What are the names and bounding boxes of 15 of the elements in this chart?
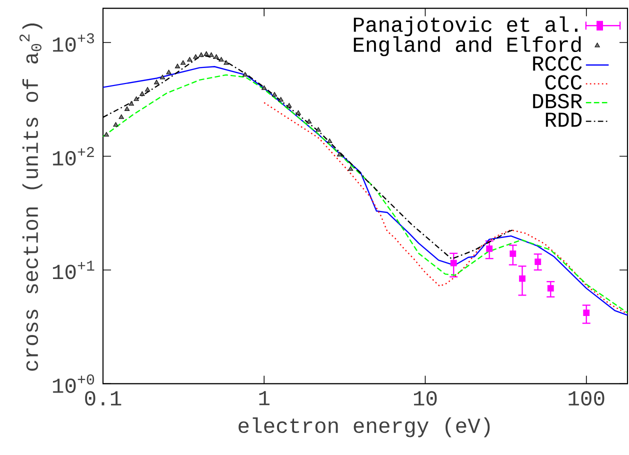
x-tick-label: 10 xyxy=(414,391,437,406)
legend-label: CCC xyxy=(545,75,582,90)
legend-label: DBSR xyxy=(533,94,582,108)
y-tick-label: 10$^{+3}$ xyxy=(52,33,94,52)
x-tick-label: 0.1 xyxy=(85,391,122,406)
x-tick-label: 1 xyxy=(259,391,270,406)
legend-label: RDD xyxy=(546,112,582,127)
y-tick-label: 10$^{+2}$ xyxy=(52,146,94,166)
x-axis-title: electron energy (eV) xyxy=(238,417,490,438)
legend-label: RCCC xyxy=(533,56,582,71)
legend-label: England and Elford xyxy=(354,36,581,56)
y-tick-label: 10$^{+1}$ xyxy=(52,260,94,280)
x-tick-label: 100 xyxy=(568,391,604,406)
y-axis-title: cross section (units of a$_{0}$$^{2}$) xyxy=(19,24,42,371)
legend-label: Panajotovic et al. xyxy=(354,16,578,36)
